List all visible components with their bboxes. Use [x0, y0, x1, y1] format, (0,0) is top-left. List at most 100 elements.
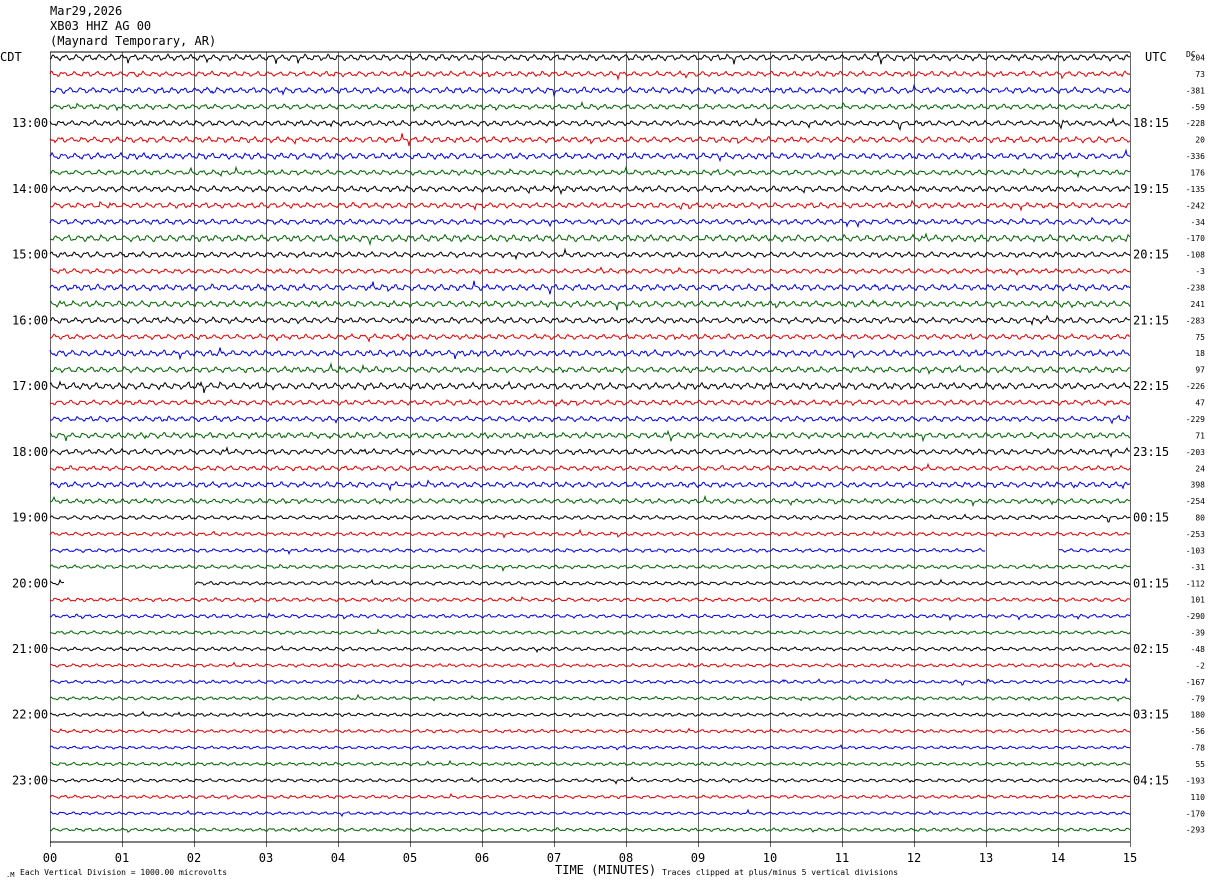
dc-offset-label: -193	[1186, 776, 1205, 785]
trace-row	[49, 628, 1131, 636]
dc-offset-label: 180	[1191, 711, 1206, 720]
dc-label: DC	[1186, 50, 1196, 59]
dc-offset-label: 398	[1191, 481, 1206, 490]
trace-row	[49, 693, 1131, 703]
location-label: (Maynard Temporary, AR)	[50, 34, 216, 48]
trace-row	[49, 184, 1131, 196]
dc-offset-label: -78	[1191, 744, 1206, 753]
utc-hour-label: 18:15	[1133, 116, 1169, 130]
utc-hour-label: 03:15	[1133, 708, 1169, 722]
x-tick-label: 15	[1123, 851, 1137, 865]
trace-row	[49, 827, 1131, 833]
trace-row	[49, 70, 1131, 81]
trace-row	[49, 710, 1131, 718]
x-tick-label: 10	[763, 851, 777, 865]
x-tick-label: 09	[691, 851, 705, 865]
dc-offset-label: 71	[1195, 431, 1205, 440]
trace-row	[49, 792, 1131, 800]
dc-offset-label: -59	[1191, 103, 1206, 112]
dc-offset-label: -238	[1186, 284, 1205, 293]
x-tick-label: 06	[475, 851, 489, 865]
dc-offset-label: -79	[1191, 694, 1206, 703]
trace-row	[49, 232, 1131, 247]
trace-row	[49, 333, 1131, 343]
utc-hour-label: 20:15	[1133, 248, 1169, 262]
utc-hour-label: 02:15	[1133, 642, 1169, 656]
dc-offset-label: -3	[1195, 267, 1205, 276]
x-tick-label: 02	[187, 851, 201, 865]
trace-row	[49, 547, 1131, 556]
utc-hour-label: 23:15	[1133, 445, 1169, 459]
date-label: Mar29,2026	[50, 4, 122, 18]
dc-offset-label: -253	[1186, 530, 1205, 539]
dc-offset-label: -34	[1191, 218, 1206, 227]
dc-offset-label: -228	[1186, 119, 1205, 128]
trace-row	[49, 133, 1131, 147]
trace-row	[49, 83, 1131, 98]
x-tick-label: 05	[403, 851, 417, 865]
utc-hour-labels: 18:15 19:15 20:15 21:15 22:15 23:15 00:15 01:15…	[1133, 116, 1169, 787]
x-axis-ticks: 00 01 02 03 04 05 06 07 08 09 10 11 12 13 14 15	[43, 851, 1137, 865]
dc-offset-label: 24	[1195, 464, 1205, 473]
cdt-hour-label: 13:00	[12, 116, 48, 130]
trace-row	[49, 563, 1131, 573]
cdt-hour-label: 22:00	[12, 708, 48, 722]
dc-offset-label: -290	[1186, 612, 1205, 621]
trace-row	[49, 661, 1131, 668]
utc-hour-label: 00:15	[1133, 511, 1169, 525]
trace-row	[49, 199, 1131, 212]
trace-row	[49, 148, 1131, 163]
dc-offset-label: 75	[1195, 333, 1205, 342]
x-tick-label: 13	[979, 851, 993, 865]
trace-row	[49, 117, 1131, 132]
trace-row	[49, 280, 1131, 295]
dc-offset-label: 176	[1191, 169, 1206, 178]
trace-row	[49, 446, 1131, 458]
utc-hour-label: 19:15	[1133, 182, 1169, 196]
dc-offset-label: 73	[1195, 70, 1205, 79]
x-tick-label: 08	[619, 851, 633, 865]
dc-offset-label: 97	[1195, 366, 1205, 375]
trace-row	[49, 596, 1131, 603]
cdt-hour-label: 14:00	[12, 182, 48, 196]
cdt-hour-label: 20:00	[12, 576, 48, 590]
cdt-hour-label: 15:00	[12, 248, 48, 262]
x-tick-label: 03	[259, 851, 273, 865]
scale-note: Each Vertical Division = 1000.00 microvo…	[20, 868, 227, 877]
trace-row	[49, 165, 1131, 179]
dc-offset-label: -254	[1186, 497, 1205, 506]
trace-row	[49, 429, 1131, 443]
cdt-hour-label: 17:00	[12, 379, 48, 393]
trace-row	[49, 216, 1131, 229]
trace-row	[49, 776, 1131, 785]
dc-offset-label: 110	[1191, 793, 1206, 802]
dc-offset-label: -293	[1186, 826, 1205, 835]
cdt-hour-labels: 13:00 14:00 15:00 16:00 17:00 18:00 19:00 20:00…	[12, 116, 48, 787]
dc-offset-labels: 204 73 -381 -59 -228 20 -336 176 -135 -242 -34 -170…	[1186, 54, 1205, 835]
x-tick-label: 04	[331, 851, 345, 865]
trace-row	[49, 479, 1131, 492]
trace-row	[49, 513, 1131, 523]
dc-offset-label: -112	[1186, 579, 1205, 588]
cdt-hour-label: 21:00	[12, 642, 48, 656]
trace-row	[49, 380, 1131, 393]
trace-row	[49, 314, 1131, 327]
dc-offset-label: 47	[1195, 399, 1205, 408]
dc-offset-label: -108	[1186, 251, 1205, 260]
trace-row	[49, 727, 1131, 734]
dc-offset-label: -336	[1186, 152, 1205, 161]
trace-row	[49, 462, 1131, 472]
utc-hour-label: 04:15	[1133, 773, 1169, 787]
dc-offset-label: -229	[1186, 415, 1205, 424]
trace-row	[49, 266, 1131, 277]
trace-row	[49, 744, 1131, 751]
cdt-hour-label: 16:00	[12, 313, 48, 327]
dc-offset-label: -226	[1186, 382, 1205, 391]
cdt-hour-label: 19:00	[12, 511, 48, 525]
cdt-hour-label: 18:00	[12, 445, 48, 459]
trace-row	[49, 808, 1131, 818]
dc-offset-label: 241	[1191, 300, 1206, 309]
utc-hour-label: 01:15	[1133, 576, 1169, 590]
